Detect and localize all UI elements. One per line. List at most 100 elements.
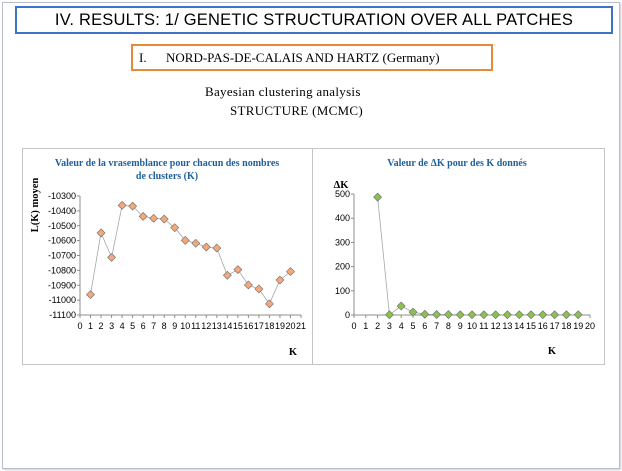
delta-k-chart: Valeur de ΔK pour des K donnés0100200300… [334,158,595,357]
y-tick-label: -10700 [48,251,76,261]
data-point [212,243,222,253]
data-point [128,201,138,211]
data-point [96,228,106,238]
y-tick-label: 400 [335,213,350,223]
slide-title: IV. RESULTS: 1/ GENETIC STRUCTURATION OV… [15,6,613,34]
likelihood-chart: Valeur de la vrasemblance pour chacun de… [30,158,306,358]
x-tick-label: 2 [375,321,380,331]
x-tick-label: 1 [363,321,368,331]
x-tick-label: 0 [77,321,82,331]
chart-divider [312,148,313,365]
x-tick-label: 12 [491,321,501,331]
x-tick-label: 1 [88,321,93,331]
y-tick-label: 0 [345,310,350,320]
data-point [286,267,295,276]
data-point [373,192,383,202]
data-point [561,310,571,320]
y-axis-label: L(K) moyen [30,178,41,233]
x-tick-label: 12 [201,321,211,331]
y-axis-label: ΔK [334,180,350,191]
x-tick-label: 10 [180,321,190,331]
y-tick-label: -10300 [48,191,76,201]
data-point [514,310,524,320]
data-point [420,309,430,319]
x-tick-label: 20 [585,321,595,331]
data-point [538,310,548,320]
data-point [191,238,201,248]
x-tick-label: 21 [296,321,306,331]
x-tick-label: 7 [434,321,439,331]
data-point [502,310,512,320]
y-tick-label: 200 [335,262,350,272]
x-tick-label: 4 [120,321,125,331]
x-tick-label: 14 [514,321,524,331]
data-point [275,275,285,285]
x-tick-label: 15 [233,321,243,331]
x-tick-label: 16 [243,321,253,331]
x-tick-label: 18 [264,321,274,331]
x-tick-label: 8 [162,321,167,331]
x-axis-label: K [548,346,557,357]
x-tick-label: 7 [151,321,156,331]
charts-frame [22,148,605,365]
data-point [201,242,211,252]
x-tick-label: 9 [458,321,463,331]
data-point [408,307,418,317]
x-tick-label: 11 [191,321,200,331]
section-title: NORD-PAS-DE-CALAIS AND HARTZ (Germany) [166,50,440,65]
x-tick-label: 4 [399,321,404,331]
x-tick-label: 9 [172,321,177,331]
data-point [550,310,560,320]
data-point [573,310,583,320]
data-point [443,310,453,319]
data-point [107,253,116,262]
data-point [491,310,501,320]
x-tick-label: 0 [351,321,356,331]
y-tick-label: 100 [335,286,350,296]
data-point [117,200,127,210]
x-tick-label: 19 [275,321,285,331]
method-description: Bayesian clustering analysis [205,84,361,99]
data-point [455,310,465,320]
x-tick-label: 8 [446,321,451,331]
section-heading: I. NORD-PAS-DE-CALAIS AND HARTZ (Germany… [131,44,493,71]
x-tick-label: 15 [526,321,536,331]
y-tick-label: -10900 [48,280,76,290]
y-tick-label: -11100 [49,310,76,320]
x-tick-label: 3 [387,321,392,331]
chart-title-line: Valeur de ΔK pour des K donnés [387,158,527,169]
x-tick-label: 3 [109,321,114,331]
data-point [265,299,274,309]
section-number: I. [139,50,147,65]
x-tick-label: 17 [550,321,560,331]
x-tick-label: 13 [502,321,512,331]
x-tick-label: 5 [130,321,135,331]
y-tick-label: 300 [335,237,350,247]
data-point [432,310,442,319]
x-axis-label: K [289,347,298,358]
data-point [86,290,95,300]
series-line [377,197,579,316]
data-point [467,310,477,320]
x-tick-label: 14 [222,321,232,331]
x-tick-label: 10 [467,321,477,331]
y-tick-label: -10400 [48,206,76,216]
chart-title-line: de clusters (K) [136,171,198,182]
x-tick-label: 11 [479,321,488,331]
data-point [159,214,169,224]
x-tick-label: 19 [573,321,583,331]
x-tick-label: 6 [422,321,427,331]
y-tick-label: -11000 [49,295,76,305]
x-tick-label: 2 [99,321,104,331]
x-tick-label: 17 [254,321,264,331]
data-point [170,223,180,233]
data-point [180,235,190,245]
data-point [222,270,232,280]
data-point [254,284,264,294]
y-tick-label: -10800 [48,265,76,275]
y-tick-label: -10500 [48,221,76,231]
data-point [396,301,406,311]
data-point [384,310,394,320]
y-tick-label: 500 [335,189,350,199]
